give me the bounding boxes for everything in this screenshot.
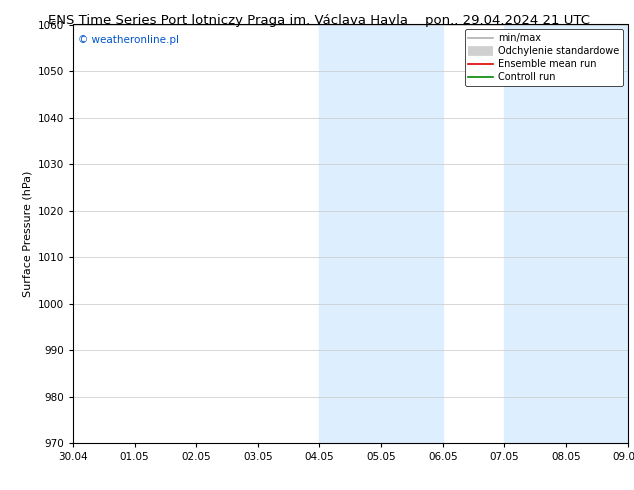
Text: © weatheronline.pl: © weatheronline.pl	[79, 35, 179, 45]
Y-axis label: Surface Pressure (hPa): Surface Pressure (hPa)	[22, 171, 32, 297]
Bar	[505, 24, 628, 443]
Text: ENS Time Series Port lotniczy Praga im. Václava Havla: ENS Time Series Port lotniczy Praga im. …	[48, 14, 408, 27]
Legend: min/max, Odchylenie standardowe, Ensemble mean run, Controll run: min/max, Odchylenie standardowe, Ensembl…	[465, 29, 623, 86]
Bar	[320, 24, 443, 443]
Text: pon.. 29.04.2024 21 UTC: pon.. 29.04.2024 21 UTC	[425, 14, 590, 27]
